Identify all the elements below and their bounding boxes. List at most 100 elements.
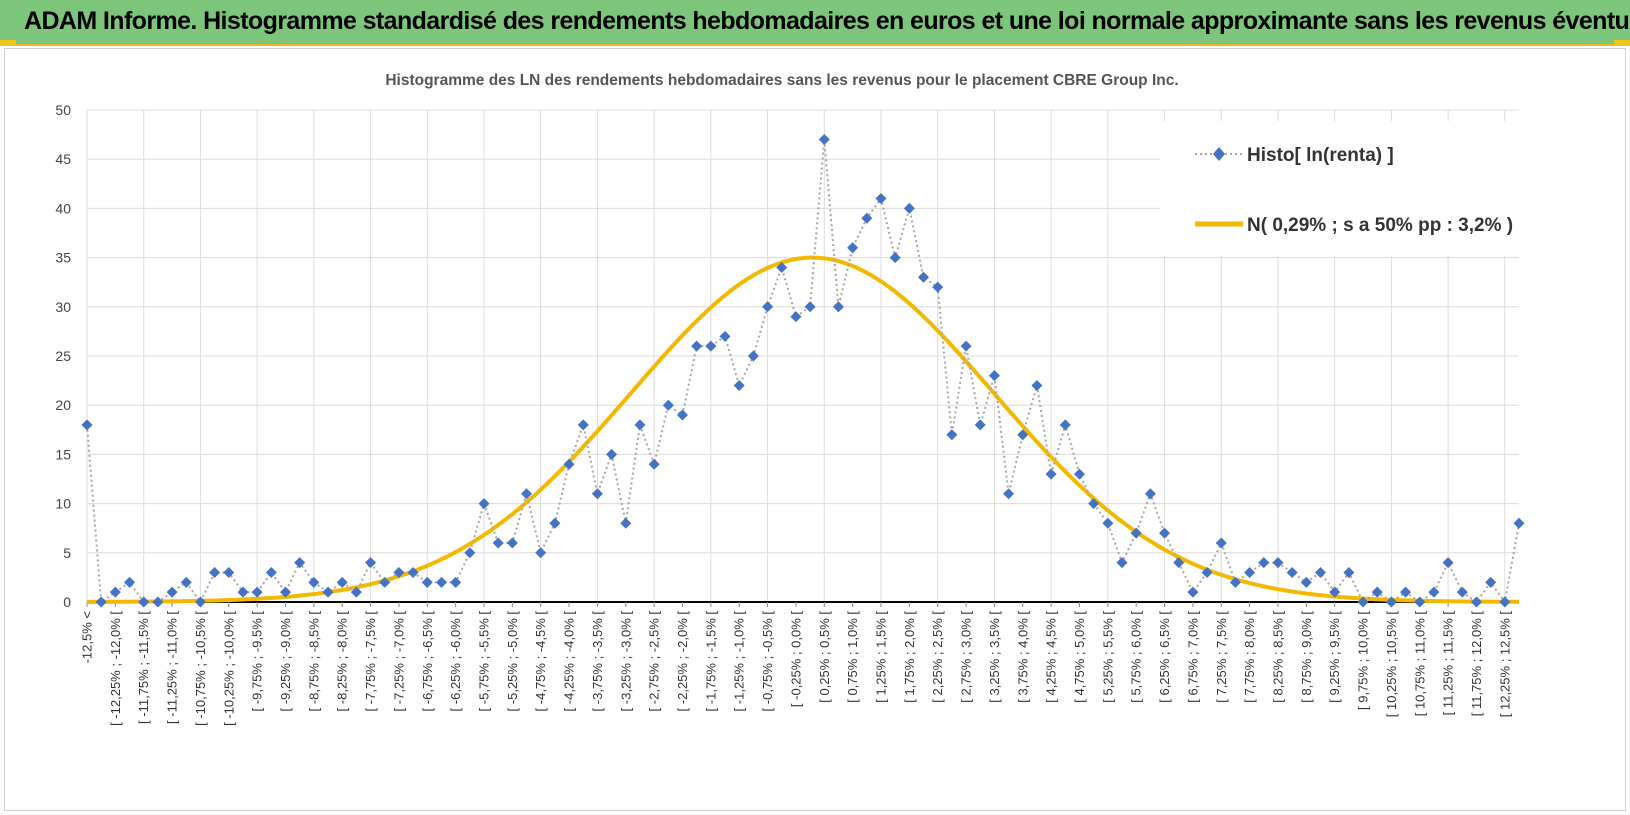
data-point-marker: [265, 566, 277, 578]
data-point-marker: [1173, 557, 1185, 569]
x-tick-label: [ -11,25% ; -11,0% [: [165, 611, 180, 724]
data-point-marker: [648, 458, 660, 470]
data-point-marker: [1229, 576, 1241, 588]
grid-lines: [86, 109, 1519, 603]
data-point-marker: [1485, 576, 1497, 588]
data-point-marker: [790, 311, 802, 323]
legend-background: [1160, 121, 1560, 256]
data-point-marker: [946, 429, 958, 441]
data-point-marker: [1385, 596, 1397, 608]
data-point-marker: [988, 370, 1000, 382]
data-point-marker: [818, 134, 830, 146]
data-point-marker: [1315, 566, 1327, 578]
data-point-marker: [1513, 517, 1525, 529]
data-point-marker: [577, 419, 589, 431]
data-point-marker: [279, 586, 291, 598]
chart-frame: Histogramme des LN des rendements hebdom…: [4, 48, 1626, 811]
legend: Histo[ ln(renta) ] N( 0,29% ; s a 50% pp…: [1160, 121, 1560, 256]
x-tick-label: [ -9,75% ; -9,5% [: [250, 611, 265, 712]
data-point-marker: [591, 488, 603, 500]
data-point-marker: [237, 586, 249, 598]
y-tick-label: 15: [55, 446, 71, 462]
data-point-marker: [1300, 576, 1312, 588]
data-point-marker: [95, 596, 107, 608]
x-tick-label: [ 5,25% ; 5,5% [: [1100, 611, 1115, 703]
data-point-marker: [889, 252, 901, 264]
x-tick-label: [ -4,25% ; -4,0% [: [562, 611, 577, 712]
data-point-marker: [251, 586, 263, 598]
x-tick-label: [ -7,75% ; -7,5% [: [363, 611, 378, 712]
data-point-marker: [109, 586, 121, 598]
data-point-marker: [152, 596, 164, 608]
data-point-marker: [1329, 586, 1341, 598]
data-point-marker: [435, 576, 447, 588]
data-point-marker: [1286, 566, 1298, 578]
x-tick-label: [ -10,75% ; -10,5% [: [193, 611, 208, 726]
x-tick-label: [ -8,75% ; -8,5% [: [306, 611, 321, 712]
data-point-marker: [1343, 566, 1355, 578]
data-point-marker: [1499, 596, 1511, 608]
data-point-marker: [1215, 537, 1227, 549]
data-point-marker: [322, 586, 334, 598]
data-point-marker: [620, 517, 632, 529]
data-point-marker: [365, 557, 377, 569]
data-point-marker: [1144, 488, 1156, 500]
x-tick-label: [ 3,75% ; 4,0% [: [1015, 611, 1030, 703]
data-point-marker: [918, 271, 930, 283]
x-tick-label: [ -8,25% ; -8,0% [: [335, 611, 350, 712]
x-tick-label: [ -9,25% ; -9,0% [: [278, 611, 293, 712]
x-tick-label: -12,5% <: [80, 611, 95, 663]
data-point-marker: [1073, 468, 1085, 480]
data-point-marker: [634, 419, 646, 431]
header-bar: ADAM Informe. Histogramme standardisé de…: [0, 0, 1630, 46]
y-tick-label: 5: [63, 545, 71, 561]
data-point-marker: [506, 537, 518, 549]
x-tick-label: [ -2,75% ; -2,5% [: [647, 611, 662, 712]
x-tick-label: [ 12,25% ; 12,5% [: [1497, 611, 1512, 718]
data-point-marker: [138, 596, 150, 608]
legend-normal-label: N( 0,29% ; s a 50% pp : 3,2% ): [1247, 215, 1513, 236]
x-tick-label: [ -0,75% ; -0,5% [: [760, 611, 775, 712]
data-point-marker: [1272, 557, 1284, 569]
x-tick-label: [ 3,25% ; 3,5% [: [987, 611, 1002, 703]
y-tick-label: 45: [55, 151, 71, 167]
x-tick-label: [ 7,75% ; 8,0% [: [1242, 611, 1257, 703]
chart-title: Histogramme des LN des rendements hebdom…: [385, 72, 1178, 89]
data-point-marker: [861, 212, 873, 224]
data-point-marker: [1187, 586, 1199, 598]
y-tick-label: 25: [55, 348, 71, 364]
header-accent-right: [1614, 40, 1630, 46]
x-tick-label: [ 6,75% ; 7,0% [: [1185, 611, 1200, 703]
x-tick-label: [ -5,75% ; -5,5% [: [476, 611, 491, 712]
data-point-marker: [1371, 586, 1383, 598]
legend-histo-marker: [1213, 147, 1225, 161]
x-tick-label: [ 2,25% ; 2,5% [: [930, 611, 945, 703]
data-point-marker: [166, 586, 178, 598]
data-point-marker: [691, 340, 703, 352]
data-point-marker: [81, 419, 93, 431]
data-point-marker: [563, 458, 575, 470]
data-point-marker: [1102, 517, 1114, 529]
data-point-marker: [350, 586, 362, 598]
data-point-marker: [960, 340, 972, 352]
data-point-marker: [209, 566, 221, 578]
x-tick-label: [ -6,25% ; -6,0% [: [448, 611, 463, 712]
data-point-marker: [974, 419, 986, 431]
y-tick-label: 30: [55, 299, 71, 315]
x-tick-label: [ 5,75% ; 6,0% [: [1129, 611, 1144, 703]
data-point-marker: [294, 557, 306, 569]
data-point-marker: [1258, 557, 1270, 569]
data-point-marker: [1045, 468, 1057, 480]
data-point-marker: [776, 261, 788, 273]
data-point-marker: [492, 537, 504, 549]
histogram-chart: Histogramme des LN des rendements hebdom…: [55, 72, 1560, 726]
x-tick-label: [ 8,25% ; 8,5% [: [1270, 611, 1285, 703]
data-point-marker: [1470, 596, 1482, 608]
data-point-marker: [676, 409, 688, 421]
data-point-marker: [1059, 419, 1071, 431]
x-axis: -12,5% < [ -12,25% ; -12,0% [[ -11,75% ; …: [80, 601, 1519, 726]
data-point-marker: [662, 399, 674, 411]
x-tick-label: [ -5,25% ; -5,0% [: [505, 611, 520, 712]
x-tick-label: [ -2,25% ; -2,0% [: [675, 611, 690, 712]
header-accent-left: [0, 40, 16, 46]
